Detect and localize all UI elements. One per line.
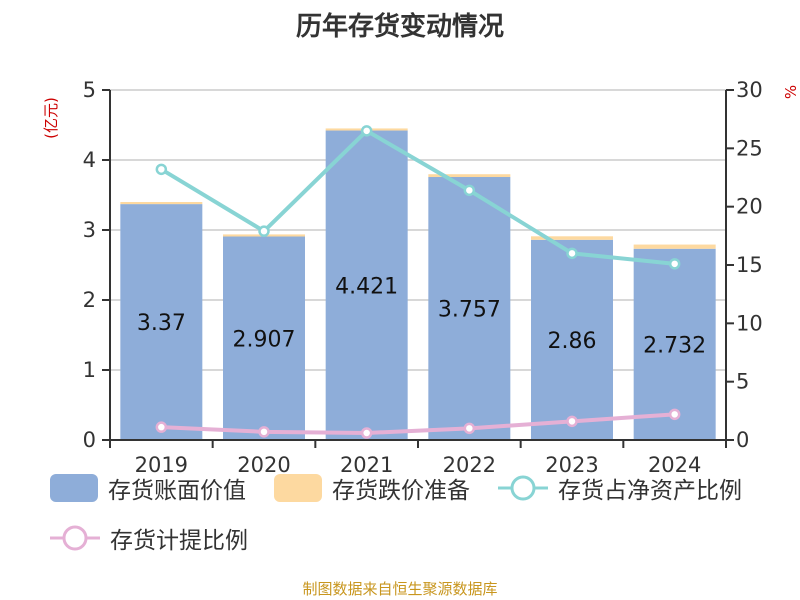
legend-swatch-net-asset-ratio <box>498 475 548 501</box>
point-provision-ratio <box>258 426 270 438</box>
bar-data-label: 2.907 <box>233 327 296 352</box>
x-axis-tick-label: 2021 <box>340 453 393 477</box>
bar-impairment-reserve <box>531 236 613 240</box>
right-axis-tick-label: 15 <box>736 253 763 277</box>
legend-swatch-provision-ratio <box>50 525 100 551</box>
point-provision-ratio <box>566 415 578 428</box>
line-provision-ratio <box>161 412 675 435</box>
chart-title: 历年存货变动情况 <box>295 12 504 42</box>
point-net-asset-ratio <box>360 125 373 137</box>
bar-data-label: 2.86 <box>548 329 597 354</box>
point-net-asset-ratio <box>258 225 270 237</box>
chart-legend: 存货账面价值 存货跌价准备 存货占净资产比例 存货计提比例 <box>50 468 790 558</box>
right-axis-tick-label: 10 <box>736 311 763 335</box>
point-net-asset-ratio <box>155 163 168 176</box>
right-axis-unit: % <box>782 85 800 99</box>
bar-book-value <box>223 236 305 440</box>
bar-data-label: 3.37 <box>137 311 186 336</box>
x-axis-tick-label: 2019 <box>135 453 188 477</box>
legend-label-provision-ratio: 存货计提比例 <box>110 528 248 554</box>
bar-book-value <box>428 177 511 440</box>
point-net-asset-ratio <box>668 258 681 270</box>
legend-swatch-book-value <box>50 474 98 502</box>
left-axis-unit: (亿元) <box>42 97 60 139</box>
x-axis-tick-label: 2020 <box>237 453 290 477</box>
right-axis-tick-label: 25 <box>736 136 763 160</box>
x-axis-tick-label: 2022 <box>443 453 496 477</box>
right-axis-tick-label: 30 <box>736 78 763 102</box>
left-axis-tick-label: 1 <box>83 358 96 382</box>
right-axis-tick-label: 0 <box>736 428 749 452</box>
left-axis-tick-label: 3 <box>83 218 96 242</box>
right-axis-tick-label: 20 <box>736 195 763 219</box>
bar-book-value <box>120 204 203 440</box>
legend-label-net-asset-ratio: 存货占净资产比例 <box>558 478 742 504</box>
source-note: 制图数据来自恒生聚源数据库 <box>302 580 498 598</box>
legend-label-impairment-reserve: 存货跌价准备 <box>332 478 470 504</box>
legend-label-book-value: 存货账面价值 <box>108 478 246 504</box>
point-provision-ratio <box>360 427 373 439</box>
right-axis-tick-label: 5 <box>736 370 749 394</box>
bar-data-label: 2.732 <box>643 333 706 358</box>
line-net-asset-ratio <box>160 128 675 266</box>
point-net-asset-ratio <box>566 247 578 260</box>
x-axis-tick-label: 2023 <box>545 453 598 477</box>
legend-swatch-impairment-reserve <box>274 474 322 502</box>
bar-data-label: 3.757 <box>438 298 501 323</box>
left-axis-tick-label: 0 <box>83 428 96 452</box>
left-axis-tick-label: 5 <box>83 78 96 102</box>
bar-data-label: 4.421 <box>335 274 398 299</box>
bar-impairment-reserve <box>633 244 716 249</box>
point-provision-ratio <box>668 408 681 421</box>
point-provision-ratio <box>463 422 476 435</box>
x-axis-tick-label: 2024 <box>648 453 701 477</box>
legend-item-impairment-reserve[interactable]: 存货跌价准备 <box>274 468 470 508</box>
bar-book-value <box>633 248 716 440</box>
legend-item-provision-ratio[interactable]: 存货计提比例 <box>50 518 248 558</box>
legend-item-book-value[interactable]: 存货账面价值 <box>50 468 246 508</box>
left-axis-tick-label: 4 <box>83 148 96 172</box>
left-axis-tick-label: 2 <box>83 288 96 312</box>
bar-book-value <box>325 130 408 440</box>
bar-book-value <box>531 239 613 440</box>
bar-impairment-reserve <box>120 202 203 205</box>
bar-impairment-reserve <box>428 174 511 178</box>
point-provision-ratio <box>155 421 168 433</box>
legend-item-net-asset-ratio[interactable]: 存货占净资产比例 <box>498 468 742 508</box>
point-net-asset-ratio <box>463 184 476 197</box>
